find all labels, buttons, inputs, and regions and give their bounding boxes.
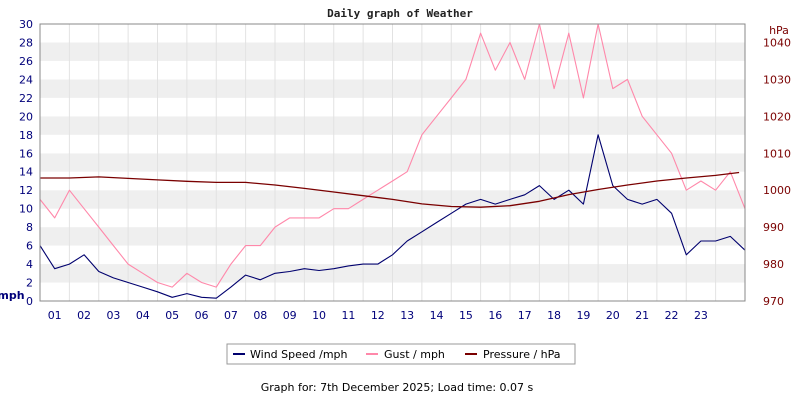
x-axis-tick-label: 13	[400, 309, 414, 322]
x-axis-tick-label: 22	[665, 309, 679, 322]
left-axis-tick-label: 16	[19, 147, 33, 160]
right-axis-tick-label: 990	[763, 221, 784, 234]
left-axis-tick-label: 30	[19, 18, 33, 31]
x-axis-tick-label: 11	[341, 309, 355, 322]
chart-title: Daily graph of Weather	[327, 7, 473, 20]
left-axis-tick-label: 14	[19, 166, 33, 179]
legend-box	[226, 343, 576, 365]
x-axis-tick-label: 16	[488, 309, 502, 322]
legend-label-pressure: Pressure / hPa	[483, 348, 561, 361]
x-axis-tick-label: 03	[106, 309, 120, 322]
x-axis-tick-label: 10	[312, 309, 326, 322]
legend-label-gust: Gust / mph	[384, 348, 445, 361]
left-axis-tick-label: 6	[26, 240, 33, 253]
x-axis-tick-label: 02	[77, 309, 91, 322]
left-axis-tick-label: 20	[19, 110, 33, 123]
gust-series-line	[39, 23, 746, 288]
x-axis-tick-label: 17	[518, 309, 532, 322]
left-axis-tick-label: 8	[26, 221, 33, 234]
x-axis-tick-label: 01	[48, 309, 62, 322]
x-axis-tick-label: 12	[371, 309, 385, 322]
left-axis-tick-label: 24	[19, 73, 33, 86]
left-axis-tick-label: 4	[26, 258, 33, 271]
left-axis-tick-label: 12	[19, 184, 33, 197]
wind-speed-series-line	[39, 134, 746, 299]
x-axis-tick-label: 05	[165, 309, 179, 322]
left-axis-tick-label: 0	[26, 295, 33, 308]
left-axis-tick-label: 18	[19, 129, 33, 142]
x-axis-tick-label: 07	[224, 309, 238, 322]
x-axis-tick-label: 20	[606, 309, 620, 322]
right-axis-tick-label: 970	[763, 295, 784, 308]
legend: Wind Speed /mph Gust / mph Pressure / hP…	[226, 343, 576, 365]
x-axis-tick-label: 23	[694, 309, 708, 322]
right-axis-tick-label: 1040	[763, 36, 791, 49]
x-axis-tick-label: 18	[547, 309, 561, 322]
x-axis-tick-label: 08	[253, 309, 267, 322]
right-axis-unit-label: hPa	[769, 24, 789, 37]
right-axis-ticks: 970 980 990 1000 1010 1020 1030 1040	[763, 36, 791, 308]
pressure-series-line	[40, 171, 740, 208]
x-axis-tick-label: 09	[283, 309, 297, 322]
left-axis-tick-label: 22	[19, 92, 33, 105]
left-axis-tick-label: 10	[19, 203, 33, 216]
right-axis-tick-label: 1000	[763, 184, 791, 197]
right-axis-tick-label: 1020	[763, 110, 791, 123]
left-axis-tick-label: 26	[19, 55, 33, 68]
legend-label-wind-speed: Wind Speed /mph	[250, 348, 348, 361]
x-axis-tick-label: 06	[195, 309, 209, 322]
series-layer	[39, 23, 746, 299]
footer-text: Graph for: 7th December 2025; Load time:…	[261, 381, 534, 394]
x-axis-ticks: 01 02 03 04 05 06 07 08 09 10 11 12 13 14 15 16 17 18 19 20…	[48, 309, 708, 322]
left-axis-tick-label: 2	[26, 277, 33, 290]
x-axis-tick-label: 14	[430, 309, 444, 322]
right-axis-tick-label: 1030	[763, 73, 791, 86]
left-axis-unit-label: mph	[0, 289, 25, 302]
x-axis-tick-label: 21	[635, 309, 649, 322]
plot-frame	[39, 23, 746, 302]
x-axis-tick-label: 19	[576, 309, 590, 322]
x-axis-tick-label: 15	[459, 309, 473, 322]
right-axis-tick-label: 1010	[763, 147, 791, 160]
left-axis-tick-label: 28	[19, 36, 33, 49]
right-axis-tick-label: 980	[763, 258, 784, 271]
x-axis-tick-label: 04	[136, 309, 150, 322]
